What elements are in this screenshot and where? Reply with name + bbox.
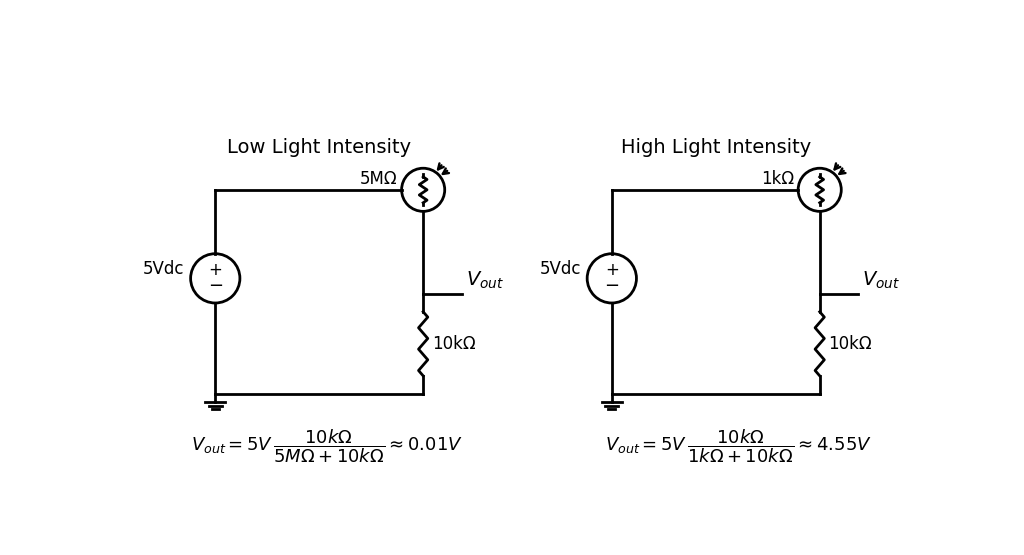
Text: −: − [604, 278, 620, 295]
Text: 5MΩ: 5MΩ [360, 170, 397, 188]
Text: +: + [605, 261, 618, 280]
Text: $V_{out} = 5V\,\dfrac{10k\Omega}{1k\Omega + 10k\Omega} \approx 4.55V$: $V_{out} = 5V\,\dfrac{10k\Omega}{1k\Omeg… [605, 427, 872, 465]
Text: $V_{out}$: $V_{out}$ [466, 269, 504, 291]
Text: −: − [208, 278, 223, 295]
Text: 5Vdc: 5Vdc [143, 260, 184, 278]
Text: $V_{out}$: $V_{out}$ [862, 269, 900, 291]
Text: +: + [208, 261, 222, 280]
Text: 1kΩ: 1kΩ [761, 170, 795, 188]
Text: High Light Intensity: High Light Intensity [621, 138, 811, 157]
Text: 10kΩ: 10kΩ [432, 335, 475, 353]
Text: $V_{out} = 5V\,\dfrac{10k\Omega}{5M\Omega + 10k\Omega} \approx 0.01V$: $V_{out} = 5V\,\dfrac{10k\Omega}{5M\Omeg… [190, 427, 463, 465]
Text: 10kΩ: 10kΩ [828, 335, 871, 353]
Text: Low Light Intensity: Low Light Intensity [227, 138, 412, 157]
Text: 5Vdc: 5Vdc [540, 260, 581, 278]
